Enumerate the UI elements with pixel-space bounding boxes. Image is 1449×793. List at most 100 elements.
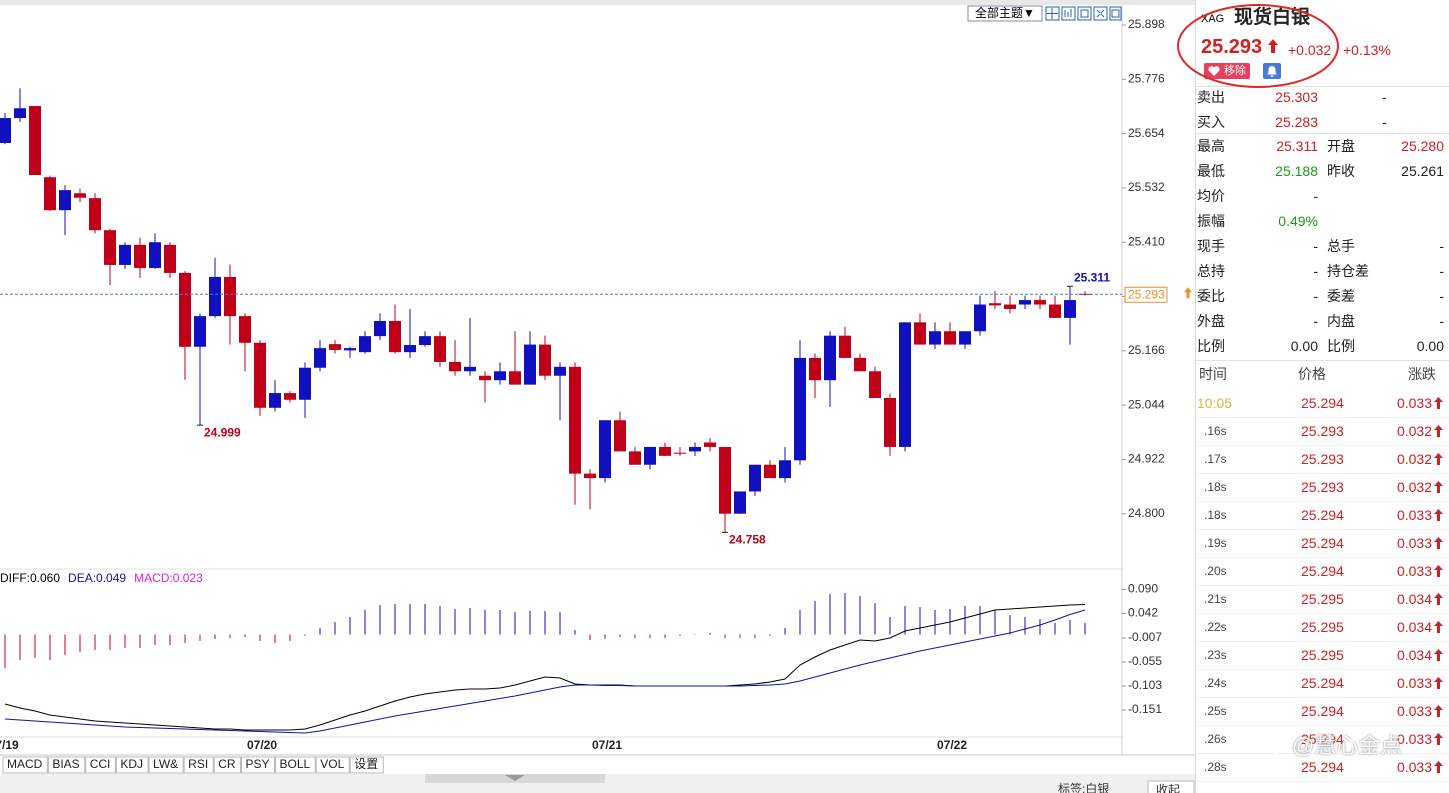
stat-value: - [1313, 313, 1318, 329]
remove-label[interactable]: 移除 [1224, 65, 1246, 77]
alert-button[interactable] [1263, 63, 1281, 79]
x-tick-label: 07/20 [247, 738, 277, 752]
up-arrow [1434, 733, 1443, 745]
up-arrow [1434, 453, 1443, 465]
chart: 全部主题▼ 标签:白银 收起 25.898 25.776 25.654 25.532 2… [0, 0, 1195, 793]
y-tick-label: 24.800 [1128, 506, 1165, 520]
candle-body [854, 357, 866, 372]
tick-header: 时间 [1199, 366, 1227, 382]
row-separator [1196, 725, 1449, 726]
tick-change: 0.033 [1396, 675, 1432, 691]
tick-change: 0.033 [1396, 731, 1432, 747]
indicator-tab-label[interactable]: BOLL [280, 757, 311, 771]
candle-body [779, 460, 791, 479]
indicator-tab-label[interactable]: CR [218, 757, 236, 771]
stat-label: 比例 [1327, 338, 1355, 354]
indicator-tab-label[interactable]: 设置 [354, 757, 378, 771]
candle-body [224, 276, 236, 317]
annotation-label: 24.999 [204, 425, 241, 439]
indicator-tab[interactable]: VOL [315, 756, 350, 774]
topic-button-label[interactable]: 全部主题▼ [975, 5, 1035, 20]
x-tick-label: 07/22 [937, 738, 967, 752]
stat-label: 昨收 [1327, 163, 1355, 179]
row-separator [1196, 557, 1449, 558]
book-label: 买入 [1197, 114, 1225, 130]
candle-body [14, 108, 26, 119]
scroll-area [0, 774, 1195, 793]
collapse-label[interactable]: 收起 [1156, 783, 1180, 793]
candle-body [914, 322, 926, 345]
tick-time: .24s [1204, 676, 1227, 690]
tick-price: 25.294 [1301, 703, 1344, 719]
indicator-tab-label[interactable]: VOL [320, 757, 344, 771]
tick-price: 25.293 [1301, 423, 1344, 439]
tick-time: .16s [1204, 424, 1227, 438]
indicator-tab-label[interactable]: CCI [90, 757, 111, 771]
indicator-tab[interactable]: BIAS [47, 756, 86, 774]
collapse-button[interactable] [1147, 780, 1195, 793]
indicator-tab-box [241, 756, 276, 774]
indicator-tab[interactable]: KDJ [115, 756, 149, 774]
stat-value: - [1313, 188, 1318, 204]
up-arrow [1434, 537, 1443, 549]
y-tick-label: 25.898 [1128, 17, 1165, 31]
candle-body [884, 397, 896, 447]
indicator-tab[interactable]: PSY [241, 756, 276, 774]
quote-panel: XAG 现货白银 25.293 +0.032 +0.13% 移除 卖出 25.30… [1195, 0, 1449, 793]
indicator-tab-label[interactable]: MACD [7, 757, 43, 771]
indicator-tab[interactable]: RSI [183, 756, 214, 774]
candle-body [104, 230, 116, 265]
up-arrow [1434, 649, 1443, 661]
last-price: 25.293 [1201, 36, 1263, 58]
row-separator [1196, 781, 1449, 782]
topic-button[interactable] [967, 5, 1043, 22]
tick-change: 0.033 [1396, 563, 1432, 579]
y-tick-label: 25.776 [1128, 71, 1165, 85]
current-price-box [1124, 286, 1168, 303]
indicator-tab-label[interactable]: RSI [188, 757, 208, 771]
candle-body [389, 320, 401, 353]
tick-time: 10:05 [1197, 395, 1233, 411]
indicator-tab[interactable]: CR [213, 756, 242, 774]
y-tick-label: 0.090 [1128, 582, 1158, 596]
stat-value: 0.49% [1278, 213, 1318, 229]
tick-header: 涨跌 [1408, 366, 1436, 382]
candle-body [1034, 300, 1046, 305]
candle-body [29, 106, 41, 176]
indicator-tab-label[interactable]: LW& [153, 757, 178, 771]
watermark-text: @慧心金点 [1292, 733, 1403, 758]
candle-body [494, 371, 506, 381]
candle-body [449, 361, 461, 372]
stat-value: 0.00 [1416, 338, 1444, 354]
candle-body [749, 464, 761, 492]
tick-change: 0.032 [1396, 423, 1432, 439]
stat-value: - [1439, 288, 1444, 304]
indicator-tab-label[interactable]: KDJ [120, 757, 143, 771]
indicator-tab[interactable]: MACD [2, 756, 48, 774]
stat-label: 开盘 [1327, 138, 1355, 154]
indicator-tab-box [115, 756, 149, 774]
candle-body [479, 375, 491, 381]
tick-change: 0.032 [1396, 451, 1432, 467]
y-tick-label: 25.166 [1128, 343, 1165, 357]
indicator-tab[interactable]: BOLL [275, 756, 316, 774]
remove-button[interactable]: 移除 [1204, 63, 1250, 79]
indicator-tab[interactable]: LW& [148, 756, 184, 774]
toolbar-icons[interactable] [1045, 6, 1122, 21]
indicator-tab[interactable]: CCI [85, 756, 116, 774]
candle-body [314, 348, 326, 368]
y-tick-label: 25.654 [1128, 126, 1165, 140]
stat-value: - [1439, 313, 1444, 329]
candle-body [1004, 304, 1016, 309]
indicator-tab-label[interactable]: PSY [246, 757, 270, 771]
indicator-tab-label[interactable]: BIAS [52, 757, 79, 771]
y-tick-label: 25.410 [1128, 234, 1165, 248]
candle-body [959, 331, 971, 345]
indicator-tab[interactable]: 设置 [349, 756, 384, 774]
row-separator [1196, 753, 1449, 754]
scroll-arrow[interactable] [505, 775, 525, 781]
candle-body [254, 342, 266, 408]
up-arrow [1434, 705, 1443, 717]
footer-tag: 标签:白银 [1058, 781, 1109, 793]
